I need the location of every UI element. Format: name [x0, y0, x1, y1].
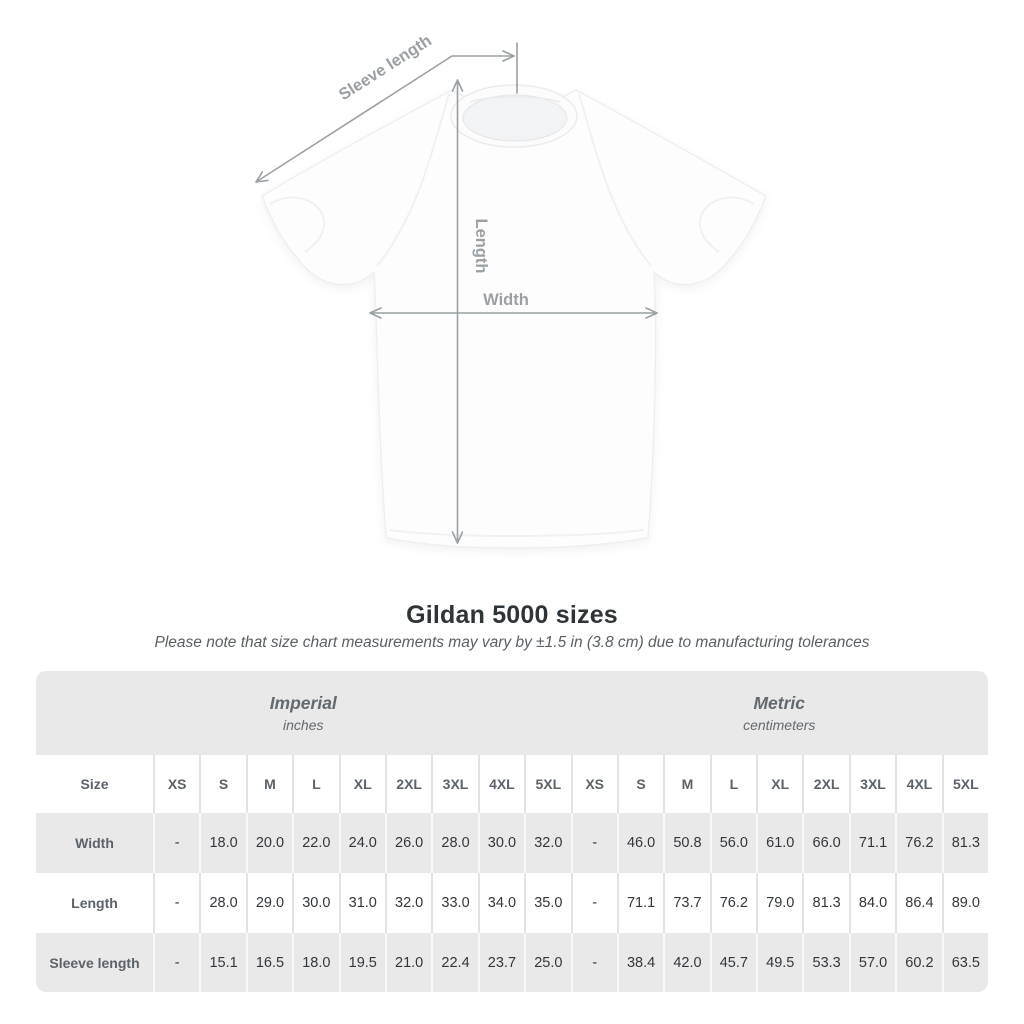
size-column-header: S — [199, 755, 246, 813]
size-value-cell: 50.8 — [663, 813, 710, 873]
size-value-cell: 71.1 — [848, 813, 896, 873]
size-column-header: M — [245, 755, 293, 813]
size-value-cell: 22.0 — [292, 813, 339, 873]
size-corner-header: Size — [36, 755, 153, 813]
size-value-cell: 29.0 — [245, 873, 292, 933]
size-value-cell: 33.0 — [431, 873, 477, 933]
size-column-header: XL — [338, 755, 385, 813]
size-value-cell: 53.3 — [802, 933, 849, 992]
size-value-cell: 76.2 — [709, 873, 756, 933]
size-column-header: 3XL — [431, 755, 478, 813]
size-value-cell: 28.0 — [199, 873, 245, 933]
size-value-cell: 18.0 — [292, 933, 339, 992]
size-value-cell: 42.0 — [663, 933, 710, 992]
tshirt-creases — [269, 93, 755, 537]
size-value-cell: 34.0 — [477, 873, 524, 933]
size-value-cell: 46.0 — [616, 813, 664, 873]
size-column-header: 3XL — [848, 755, 896, 813]
tshirt-silhouette — [261, 84, 767, 549]
size-column-header: 2XL — [384, 755, 432, 813]
sleeve-length-label: Sleeve length — [336, 31, 435, 104]
size-value-cell: 30.0 — [292, 873, 338, 933]
page-title: Gildan 5000 sizes — [406, 601, 618, 629]
size-value-cell: - — [570, 933, 617, 992]
size-value-cell: 71.1 — [616, 873, 663, 933]
row-label: Width — [36, 813, 153, 873]
size-value-cell: 19.5 — [338, 933, 385, 992]
length-label: Length — [472, 219, 490, 274]
size-value-cell: - — [153, 813, 200, 873]
size-value-cell: 31.0 — [338, 873, 385, 933]
size-value-cell: - — [153, 933, 200, 992]
size-value-cell: - — [570, 873, 617, 933]
row-label: Length — [71, 895, 118, 911]
size-value-cell: 35.0 — [524, 873, 570, 933]
size-value-cell: 38.4 — [616, 933, 664, 992]
size-column-header: XS — [570, 755, 617, 813]
size-value-cell: 16.5 — [245, 933, 293, 992]
size-value-cell: 20.0 — [245, 813, 293, 873]
size-value-cell: 56.0 — [709, 813, 757, 873]
size-value-cell: 24.0 — [338, 813, 385, 873]
size-value-cell: 30.0 — [477, 813, 525, 873]
sleeve-length-arrow — [255, 42, 518, 183]
size-column-header: 2XL — [802, 755, 849, 813]
size-value-cell: 49.5 — [756, 933, 803, 992]
size-value-cell: 22.4 — [431, 933, 478, 992]
size-column-header: S — [616, 755, 664, 813]
size-column-header: M — [663, 755, 710, 813]
size-column-header: 5XL — [524, 755, 571, 813]
size-value-cell: 28.0 — [431, 813, 478, 873]
size-value-cell: 66.0 — [802, 813, 849, 873]
size-value-cell: 32.0 — [384, 873, 431, 933]
tshirt-measurement-diagram: Sleeve length Length Width — [255, 31, 767, 549]
unit-group-metric: Metric centimeters — [570, 671, 988, 755]
size-column-header: 5XL — [941, 755, 988, 813]
size-value-cell: 73.7 — [663, 873, 709, 933]
size-value-cell: 79.0 — [756, 873, 802, 933]
tolerance-note: Please note that size chart measurements… — [154, 634, 870, 651]
size-value-cell: 57.0 — [848, 933, 896, 992]
size-value-cell: - — [153, 873, 199, 933]
size-column-header: XS — [153, 755, 200, 813]
size-value-cell: 89.0 — [941, 873, 988, 933]
tshirt-collar — [450, 84, 578, 148]
size-value-cell: 26.0 — [384, 813, 432, 873]
size-value-cell: - — [570, 813, 617, 873]
size-value-cell: 61.0 — [756, 813, 803, 873]
size-value-cell: 45.7 — [709, 933, 757, 992]
size-column-header: 4XL — [895, 755, 942, 813]
size-column-header: L — [709, 755, 757, 813]
size-column-header: L — [292, 755, 339, 813]
unit-group-imperial: Imperial inches — [36, 671, 571, 755]
length-arrow — [451, 79, 464, 544]
size-column-header: XL — [756, 755, 803, 813]
unit-group-sublabel: inches — [283, 717, 324, 733]
size-value-cell: 60.2 — [895, 933, 942, 992]
size-value-cell: 15.1 — [199, 933, 246, 992]
size-chart-table: Imperial inches Metric centimeters Size XS S M L… — [36, 671, 988, 992]
row-label: Sleeve length — [36, 933, 153, 992]
size-value-cell: 84.0 — [848, 873, 895, 933]
size-value-cell: 86.4 — [895, 873, 941, 933]
size-value-cell: 63.5 — [941, 933, 988, 992]
size-value-cell: 81.3 — [941, 813, 988, 873]
size-value-cell: 23.7 — [477, 933, 525, 992]
tshirt-graphic: Sleeve length Length Width — [255, 31, 767, 549]
unit-group-name: Imperial — [269, 693, 337, 713]
size-value-cell: 32.0 — [524, 813, 571, 873]
width-label: Width — [483, 291, 529, 309]
unit-group-name: Metric — [753, 693, 806, 713]
size-value-cell: 25.0 — [524, 933, 571, 992]
width-arrow — [369, 307, 658, 319]
size-value-cell: 21.0 — [384, 933, 432, 992]
size-column-header: 4XL — [477, 755, 525, 813]
size-value-cell: 18.0 — [199, 813, 246, 873]
unit-group-sublabel: centimeters — [743, 717, 816, 733]
size-value-cell: 81.3 — [802, 873, 848, 933]
size-value-cell: 76.2 — [895, 813, 942, 873]
